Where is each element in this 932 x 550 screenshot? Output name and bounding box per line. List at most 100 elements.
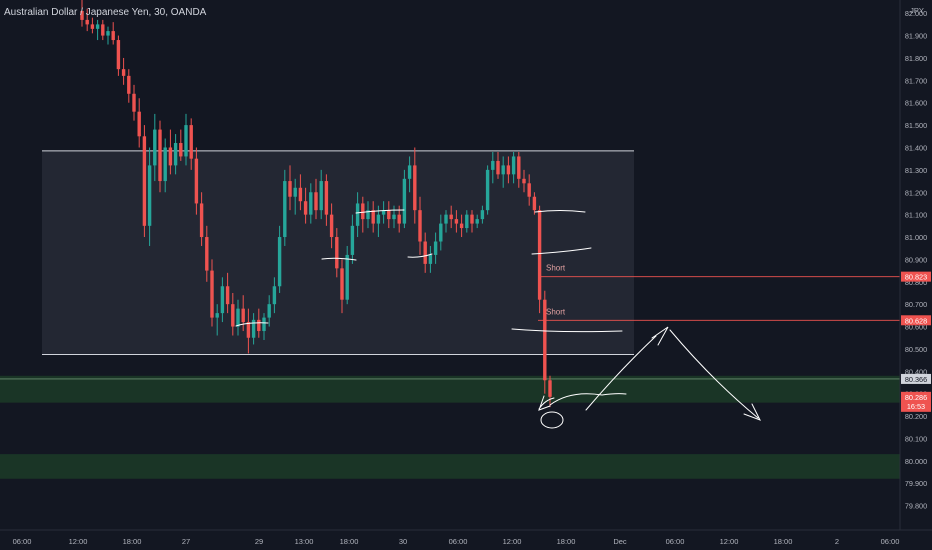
candle bbox=[350, 214, 355, 264]
candle bbox=[231, 292, 235, 336]
candle bbox=[340, 259, 344, 314]
candle bbox=[465, 210, 469, 233]
candle-body bbox=[418, 210, 422, 242]
candle-body bbox=[246, 322, 251, 338]
time-tick-label: 06:00 bbox=[13, 537, 32, 546]
price-tick-label: 80.700 bbox=[905, 300, 927, 309]
candle-body bbox=[361, 203, 365, 220]
candle-layer bbox=[80, 0, 552, 408]
candle bbox=[283, 169, 287, 246]
candle bbox=[491, 151, 495, 184]
candle-body bbox=[517, 156, 521, 179]
support-zone-lower bbox=[0, 454, 900, 479]
time-tick-label: 12:00 bbox=[503, 537, 522, 546]
short-line-2-label: Short bbox=[546, 307, 566, 316]
candle bbox=[418, 196, 422, 255]
candle-body bbox=[101, 24, 105, 36]
last-price-tag-bg bbox=[901, 391, 931, 412]
candle bbox=[121, 57, 126, 85]
price-tick-label: 81.400 bbox=[905, 143, 927, 152]
candle-body bbox=[449, 214, 453, 220]
candle bbox=[127, 69, 131, 103]
candle bbox=[527, 174, 531, 206]
hand-curve-4 bbox=[407, 253, 433, 258]
time-tick-label: 18:00 bbox=[123, 537, 142, 546]
candle-body bbox=[220, 286, 225, 314]
time-tick-label: 06:00 bbox=[881, 537, 900, 546]
candle-body bbox=[80, 10, 84, 20]
time-tick-label: 30 bbox=[399, 537, 407, 546]
candle-body bbox=[293, 187, 297, 197]
candle-body bbox=[205, 237, 209, 271]
candle bbox=[444, 210, 448, 233]
candle bbox=[532, 192, 537, 215]
price-tick-label: 81.300 bbox=[905, 166, 927, 175]
time-tick-label: 2 bbox=[835, 537, 839, 546]
candle bbox=[205, 225, 209, 282]
candle bbox=[454, 210, 459, 233]
candle-body bbox=[95, 24, 100, 29]
candle bbox=[194, 147, 199, 215]
candle bbox=[101, 19, 105, 41]
candle-body bbox=[132, 93, 136, 112]
candle-body bbox=[428, 254, 433, 264]
candle-body bbox=[236, 308, 240, 327]
candle-body bbox=[241, 308, 245, 323]
candle bbox=[158, 120, 162, 193]
short-2-price-tag-bg bbox=[901, 315, 931, 326]
candle-body bbox=[153, 129, 157, 166]
candle bbox=[137, 98, 141, 148]
price-tick-label: 79.800 bbox=[905, 502, 927, 511]
price-tick-label: 81.900 bbox=[905, 32, 927, 41]
candle bbox=[116, 35, 121, 76]
candle-body bbox=[319, 181, 323, 211]
candle-body bbox=[532, 196, 537, 211]
candle-body bbox=[168, 147, 173, 166]
candle-body bbox=[116, 40, 121, 70]
candle-body bbox=[111, 31, 115, 41]
hand-arrow-small bbox=[538, 395, 555, 411]
candle-body bbox=[506, 165, 511, 175]
candle-body bbox=[210, 270, 214, 318]
candle bbox=[106, 26, 110, 45]
candle-body bbox=[121, 69, 126, 76]
candle bbox=[517, 151, 521, 188]
time-tick-label: 18:00 bbox=[557, 537, 576, 546]
candle bbox=[293, 178, 297, 215]
candle bbox=[433, 232, 438, 264]
candle-body bbox=[381, 210, 386, 215]
candle bbox=[303, 187, 308, 224]
candle-body bbox=[231, 304, 235, 327]
candle bbox=[189, 118, 193, 170]
candle bbox=[168, 129, 173, 175]
candle-body bbox=[283, 181, 287, 238]
candle bbox=[366, 201, 370, 229]
projection-down bbox=[669, 329, 759, 419]
candle-body bbox=[189, 125, 193, 159]
candle-body bbox=[90, 24, 95, 29]
candle bbox=[506, 156, 511, 184]
candle-body bbox=[407, 165, 412, 179]
candle-body bbox=[158, 129, 162, 182]
candle-body bbox=[355, 203, 360, 226]
candle-body bbox=[215, 313, 219, 318]
candle bbox=[413, 147, 417, 224]
candle bbox=[210, 259, 214, 327]
candle bbox=[345, 245, 349, 305]
candle-body bbox=[257, 319, 261, 332]
candle-body bbox=[225, 286, 230, 305]
candle-body bbox=[548, 380, 552, 397]
candle-body bbox=[537, 210, 542, 300]
circle-mark bbox=[540, 411, 564, 429]
candle-body bbox=[501, 165, 505, 175]
candle bbox=[428, 245, 433, 273]
candle-body bbox=[454, 219, 459, 224]
candle bbox=[470, 210, 474, 233]
time-tick-labels[interactable]: 06:00 12:00 18:00 27 29 13:00 18:00 30 06:00 12:0… bbox=[13, 537, 900, 546]
candle-body bbox=[335, 237, 339, 269]
price-tick-label: 80.800 bbox=[905, 278, 927, 287]
candle-body bbox=[272, 286, 277, 305]
candle bbox=[309, 183, 313, 224]
